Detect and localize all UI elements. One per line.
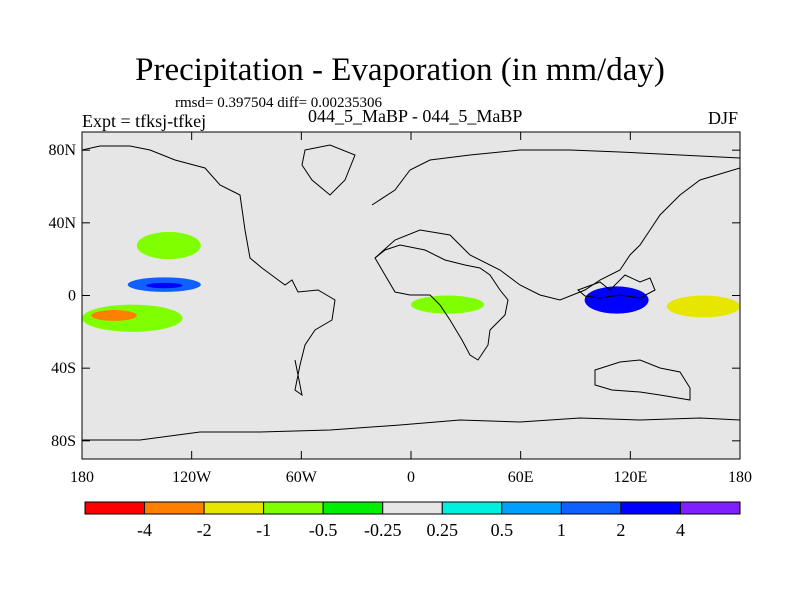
- y-tick-label-3: 40S: [51, 360, 76, 377]
- colorbar-label-2: -1: [256, 520, 271, 540]
- coastline-greenland: [301, 144, 356, 196]
- x-tick-label-2: 60W: [286, 469, 318, 486]
- field-region-1: [145, 282, 183, 289]
- x-tick-label-4: 60E: [508, 469, 534, 486]
- colorbar-swatch-1: [144, 501, 205, 515]
- y-tick-label-2: 0: [68, 288, 76, 305]
- y-tick-label-0: 80N: [48, 142, 76, 159]
- colorbar-label-6: 0.5: [491, 520, 514, 540]
- coastline-americas: [82, 145, 336, 397]
- colorbar-swatch-5: [382, 501, 443, 515]
- colorbar-swatch-3: [263, 501, 324, 515]
- field-region-6: [666, 295, 740, 318]
- field-region-4: [136, 231, 201, 260]
- stats-text: rmsd= 0.397504 diff= 0.00235306: [175, 95, 383, 111]
- season-label: DJF: [707, 108, 738, 128]
- colorbar-swatch-8: [560, 501, 622, 515]
- colorbar-label-9: 4: [676, 520, 685, 540]
- x-tick-label-0: 180: [70, 469, 94, 486]
- colorbar-swatch-10: [679, 501, 741, 515]
- colorbar-label-7: 1: [557, 520, 566, 540]
- chart-title: Precipitation - Evaporation (in mm/day): [135, 52, 665, 88]
- coastline-australia: [594, 359, 691, 401]
- coastline-eurasia: [371, 149, 740, 301]
- axes: 180 120W 60W 0 60E 120E 180 80N 40N 0 40S 80S: [48, 132, 752, 486]
- case-label: 044_5_MaBP - 044_5_MaBP: [308, 106, 523, 126]
- colorbar-swatch-9: [620, 501, 681, 515]
- field-region-3: [91, 310, 137, 321]
- x-tick-label-1: 120W: [172, 469, 212, 486]
- x-tick-label-5: 120E: [613, 469, 647, 486]
- y-tick-label-1: 40N: [48, 215, 76, 232]
- colorbar-swatch-4: [322, 501, 384, 515]
- colorbar-swatch-6: [441, 501, 503, 515]
- colorbar-label-3: -0.5: [309, 520, 338, 540]
- field-region-5: [584, 286, 649, 314]
- field-region-7: [411, 295, 485, 314]
- y-tick-label-4: 80S: [51, 433, 76, 450]
- colorbar-label-0: -4: [137, 520, 152, 540]
- experiment-label: Expt = tfksj-tfkej: [82, 111, 207, 131]
- x-tick-label-3: 0: [407, 469, 415, 486]
- coastline-indonesia: [577, 274, 656, 299]
- x-tick-label-6: 180: [728, 469, 752, 486]
- colorbar-label-8: 2: [616, 520, 625, 540]
- coastline-antarctica: [82, 417, 740, 441]
- colorbar: -4 -2 -1 -0.5 -0.25 0.25 0.5 1 2 4: [84, 501, 741, 540]
- field-layer: [82, 231, 740, 332]
- colorbar-label-5: 0.25: [427, 520, 459, 540]
- coastline-africa: [374, 244, 509, 361]
- colorbar-swatch-2: [203, 501, 265, 515]
- colorbar-swatch-7: [501, 501, 562, 515]
- coastlines: [82, 144, 740, 441]
- colorbar-label-1: -2: [197, 520, 212, 540]
- colorbar-swatch-0: [84, 501, 146, 515]
- colorbar-label-4: -0.25: [364, 520, 402, 540]
